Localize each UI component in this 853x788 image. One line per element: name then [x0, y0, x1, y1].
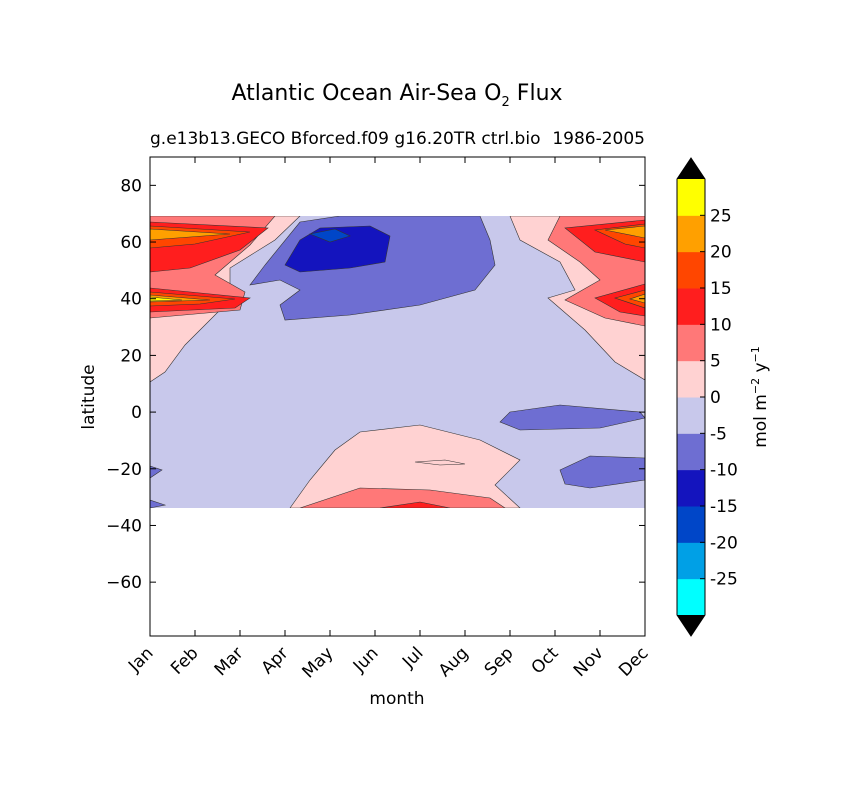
colorbar-tick-label: -20 — [710, 533, 738, 553]
colorbar-label: mol m−2 y−1 — [749, 346, 771, 448]
colorbar-band — [677, 179, 705, 216]
x-tick-label: Jun — [349, 643, 383, 677]
y-tick-label: 60 — [120, 233, 142, 253]
colorbar-tick-label: -5 — [710, 424, 727, 444]
x-tick-label: Mar — [211, 643, 248, 680]
y-axis-label: latitude — [79, 364, 99, 429]
x-tick-label: Dec — [615, 643, 652, 680]
x-tick-label: Nov — [570, 643, 608, 681]
x-tick-label: May — [299, 643, 338, 682]
contour-level-m15-m10-north — [284, 225, 391, 273]
colorbar-tick-label: -15 — [710, 497, 738, 517]
colorbar-ticks: 25 20 15 10 5 0 -5 -10 -15 -20 -25 — [700, 206, 738, 590]
colorbar-outline — [676, 157, 706, 637]
colorbar-extend-max — [677, 158, 705, 179]
contour-level-m10-m5-equator — [499, 404, 645, 431]
contour-level-m10-m5-south — [559, 455, 645, 489]
contour-level-20-25-north-jan — [150, 228, 231, 303]
colorbar-band — [677, 251, 705, 289]
colorbar-tick-label: 15 — [710, 279, 732, 299]
contour-level-5-10-south — [299, 487, 506, 508]
chart-subtitle-left: g.e13b13.GECO Bforced.f09 g16.20TR ctrl.… — [150, 129, 540, 149]
x-tick-label: Feb — [167, 643, 202, 678]
colorbar-band — [677, 215, 705, 253]
x-tick-label: Sep — [481, 643, 518, 680]
y-tick-label: 20 — [120, 346, 142, 366]
y-tick-label: 40 — [120, 290, 142, 310]
contour-level-0-5-south-patch — [414, 459, 466, 466]
y-tick-label: −20 — [106, 460, 142, 480]
colorbar-tick-label: 0 — [710, 388, 721, 408]
colorbar-tick-label: -10 — [710, 461, 738, 481]
y-tick-label: 80 — [120, 176, 142, 196]
contour-level-10-15-south — [379, 501, 451, 508]
x-axis-label: month — [369, 689, 424, 709]
x-tick-label: Jan — [124, 643, 157, 676]
colorbar-tick-label: 25 — [710, 206, 732, 226]
y-tick-label: 0 — [131, 403, 142, 423]
contour-level-25-30-north-jan — [150, 296, 183, 302]
contour-field — [150, 216, 645, 508]
colorbar-tick-label: 5 — [710, 352, 721, 372]
x-tick-label: Jul — [398, 643, 427, 672]
colorbar-extend-min — [677, 615, 705, 636]
colorbar-band — [677, 360, 705, 398]
y-tick-label: −60 — [106, 573, 142, 593]
colorbar — [676, 157, 706, 637]
colorbar-band — [677, 469, 705, 507]
y-axis: 80 60 40 20 0 −20 −40 −60 — [106, 176, 645, 593]
x-tick-label: Aug — [435, 643, 473, 681]
colorbar-band — [677, 433, 705, 471]
colorbar-band — [677, 542, 705, 580]
colorbar-band — [677, 324, 705, 362]
chart-subtitle-right: 1986-2005 — [552, 129, 645, 149]
contour-level-15-20-north-dec — [593, 223, 645, 309]
colorbar-band — [677, 506, 705, 543]
colorbar-band — [677, 578, 705, 616]
colorbar-band — [677, 288, 705, 325]
x-tick-label: Apr — [258, 643, 293, 678]
plot-frame — [149, 156, 646, 637]
contour-level-20-25-north-dec — [604, 225, 645, 304]
colorbar-band — [677, 397, 705, 434]
contour-level-0-5-south — [289, 424, 521, 508]
colorbar-tick-label: 10 — [710, 315, 732, 335]
contour-level-m10-m5-south-jan — [150, 465, 167, 508]
contour-level-m20-m15-north — [308, 228, 351, 243]
y-tick-label: −40 — [106, 516, 142, 536]
colorbar-tick-label: 20 — [710, 243, 732, 263]
chart-title: Atlantic Ocean Air-Sea O2 Flux — [231, 81, 562, 110]
colorbar-tick-label: -25 — [710, 570, 738, 590]
x-tick-label: Oct — [528, 643, 563, 678]
